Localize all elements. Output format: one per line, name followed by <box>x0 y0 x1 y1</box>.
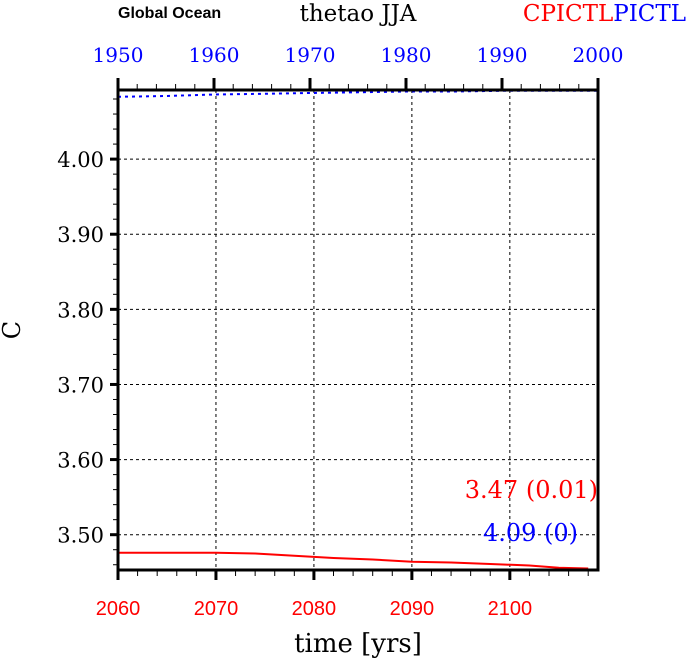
y-tick-label: 4.00 <box>57 148 104 172</box>
y-tick-label: 3.90 <box>57 223 104 247</box>
x-top-tick-label: 1980 <box>381 43 432 67</box>
x-bottom-tick-label: 2090 <box>390 598 435 620</box>
right-title-cpictl: CPICTL <box>523 1 613 27</box>
annotation-pictl: 4.09 (0) <box>483 519 578 547</box>
x-top-tick-label: 2000 <box>573 43 624 67</box>
chart-title: thetao JJA <box>300 1 417 27</box>
right-title-pictl: PICTL <box>613 1 686 27</box>
plot-frame <box>116 88 600 572</box>
x-bottom-tick-label: 2100 <box>488 598 533 620</box>
axes: 3.50 3.60 3.70 3.80 3.90 4.00 2060 2070 2080 2090… <box>57 43 623 620</box>
annotation-cpictl: 3.47 (0.01) <box>465 476 598 504</box>
y-tick-label: 3.50 <box>57 524 104 548</box>
x-top-tick-label: 1970 <box>285 43 336 67</box>
series-line-cpictl <box>118 551 589 570</box>
x-bottom-tick-label: 2070 <box>194 598 239 620</box>
left-title: Global Ocean <box>118 5 221 22</box>
x-axis-label: time [yrs] <box>294 629 422 659</box>
y-tick-label: 3.70 <box>57 373 104 397</box>
y-tick-label: 3.60 <box>57 449 104 473</box>
y-axis-label: C <box>0 321 26 339</box>
x-top-tick-label: 1960 <box>189 43 240 67</box>
series-line-pictl <box>117 89 598 98</box>
x-top-tick-label: 1990 <box>477 43 528 67</box>
x-bottom-tick-label: 2060 <box>96 598 141 620</box>
x-bottom-tick-label: 2080 <box>292 598 337 620</box>
y-tick-label: 3.80 <box>57 298 104 322</box>
right-title: CPICTLPICTL <box>523 1 686 27</box>
grid <box>118 90 598 570</box>
x-top-tick-label: 1950 <box>93 43 144 67</box>
